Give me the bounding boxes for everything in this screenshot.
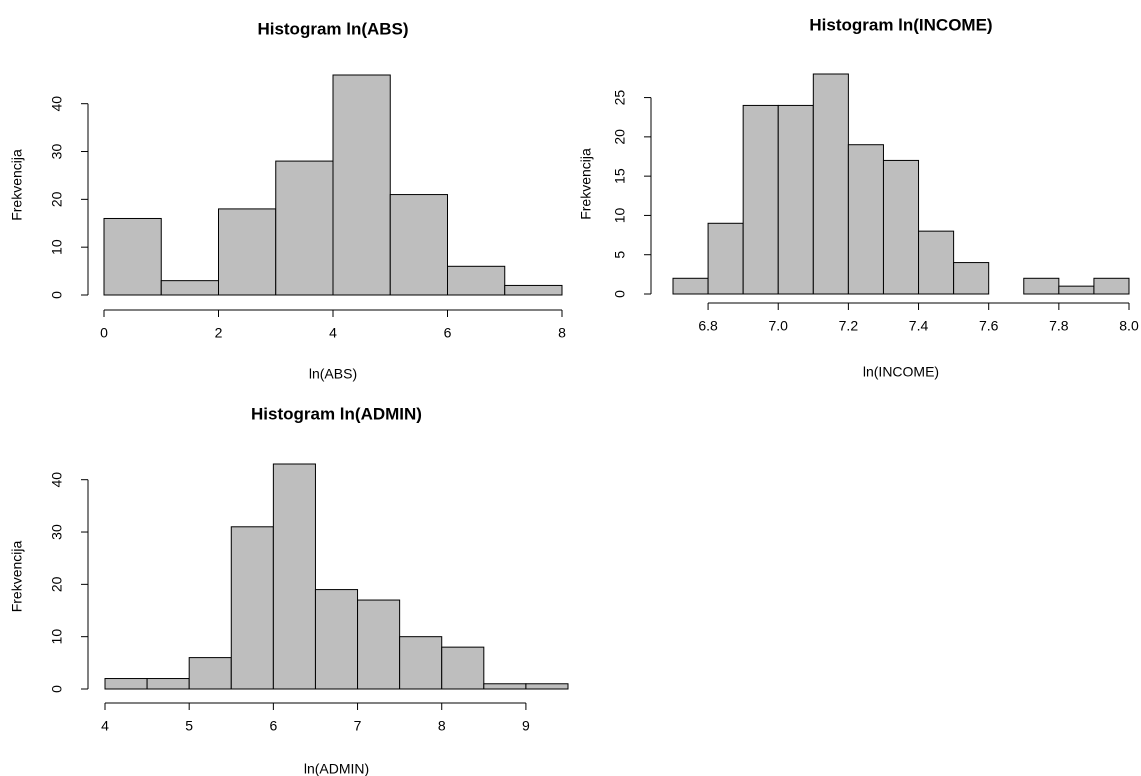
- bar: [314, 589, 359, 690]
- y-tick-label: 30: [49, 144, 65, 160]
- y-tick-label: 20: [49, 191, 65, 207]
- bar: [918, 230, 955, 295]
- bar: [188, 657, 232, 690]
- chart-title: Histogram ln(ABS): [257, 19, 408, 38]
- bar: [104, 678, 148, 690]
- y-axis-label: Frekvencija: [9, 149, 25, 221]
- x-tick-label: 7.2: [839, 318, 859, 334]
- y-tick-label: 0: [49, 291, 65, 299]
- x-tick-label: 6.8: [698, 318, 718, 334]
- y-tick-label: 20: [612, 129, 628, 145]
- x-tick-label: 7.0: [768, 318, 788, 334]
- bar: [882, 159, 920, 295]
- x-tick-label: 7.4: [909, 318, 929, 334]
- y-tick-label: 10: [49, 629, 65, 645]
- y-tick-label: 40: [49, 96, 65, 112]
- x-tick-label: 8.0: [1119, 318, 1139, 334]
- x-axis-label: ln(ABS): [309, 366, 357, 382]
- y-tick-label: 10: [612, 207, 628, 223]
- x-tick-label: 4: [101, 718, 109, 734]
- y-axis-label: Frekvencija: [578, 148, 594, 220]
- x-tick-label: 8: [438, 718, 446, 734]
- y-tick-label: 25: [612, 90, 628, 106]
- x-tick-label: 0: [100, 325, 108, 341]
- x-axis-label: ln(INCOME): [863, 364, 939, 380]
- bar: [1058, 285, 1095, 295]
- bar: [483, 683, 527, 690]
- chart-title: Histogram ln(INCOME): [809, 15, 992, 34]
- x-tick-label: 8: [558, 325, 566, 341]
- y-tick-label: 10: [49, 239, 65, 255]
- y-tick-label: 5: [612, 251, 628, 259]
- bar: [332, 74, 391, 296]
- x-axis-label: ln(ADMIN): [304, 761, 369, 776]
- x-tick-label: 5: [185, 718, 193, 734]
- x-tick-label: 9: [522, 718, 530, 734]
- x-tick-label: 4: [329, 325, 337, 341]
- x-tick-label: 7: [354, 718, 362, 734]
- bar: [275, 160, 334, 296]
- y-tick-label: 20: [49, 576, 65, 592]
- bar: [1093, 277, 1130, 295]
- y-tick-label: 0: [612, 290, 628, 298]
- x-tick-label: 7.6: [979, 318, 999, 334]
- bar: [1023, 277, 1060, 295]
- bar: [103, 217, 162, 296]
- bar: [357, 599, 401, 690]
- y-axis-label: Frekvencija: [9, 541, 25, 613]
- bar: [447, 265, 506, 296]
- bar: [399, 636, 443, 690]
- bar: [441, 646, 485, 690]
- bar: [504, 284, 563, 296]
- bar: [146, 678, 190, 690]
- y-tick-label: 40: [49, 472, 65, 488]
- bar: [847, 144, 884, 295]
- y-tick-label: 0: [49, 685, 65, 693]
- bar: [272, 463, 316, 690]
- bar: [218, 208, 277, 296]
- y-tick-label: 30: [49, 524, 65, 540]
- bar: [953, 262, 990, 295]
- bar: [672, 277, 709, 295]
- bar: [525, 683, 569, 690]
- bar: [707, 222, 744, 295]
- bar: [777, 104, 814, 295]
- bar: [389, 194, 448, 296]
- bar: [812, 73, 849, 295]
- y-tick-label: 15: [612, 168, 628, 184]
- x-tick-label: 2: [215, 325, 223, 341]
- x-tick-label: 6: [444, 325, 452, 341]
- chart-title: Histogram ln(ADMIN): [251, 404, 422, 423]
- bar: [230, 526, 274, 690]
- bar: [742, 104, 779, 295]
- x-tick-label: 7.8: [1049, 318, 1069, 334]
- bar: [160, 280, 219, 296]
- x-tick-label: 6: [269, 718, 277, 734]
